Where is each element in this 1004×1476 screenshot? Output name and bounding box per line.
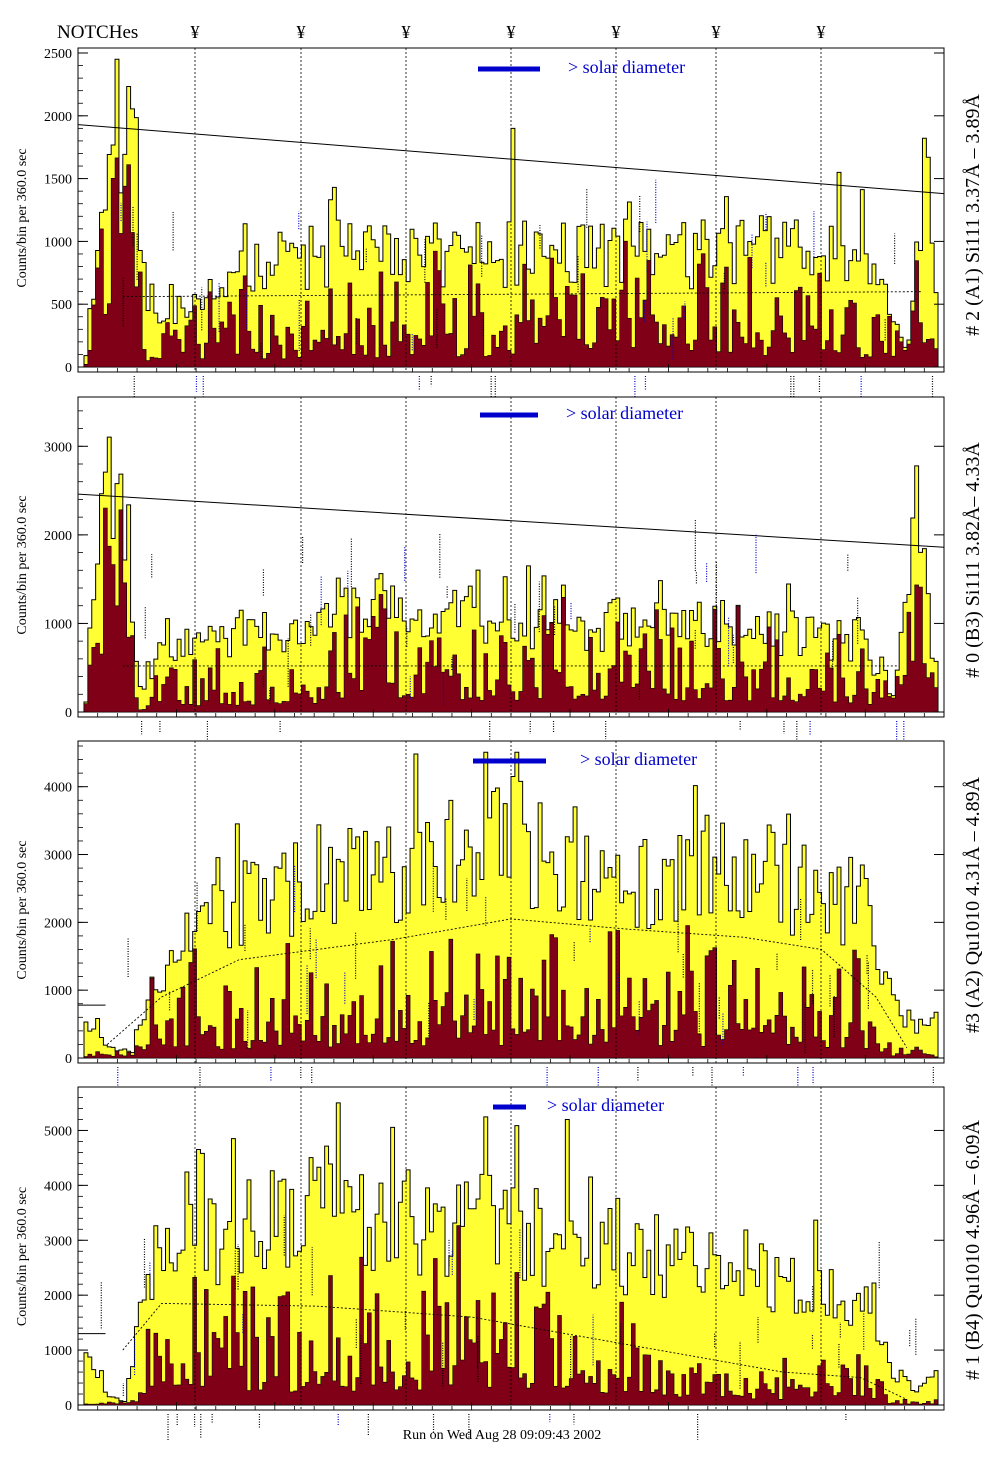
legend-text: > solar diameter <box>566 403 683 423</box>
y-tick-label: 500 <box>51 298 72 313</box>
y-tick-label: 2500 <box>44 47 72 62</box>
y-axis-label: Counts/bin per 360.0 sec <box>15 495 30 634</box>
y-tick-label: 1500 <box>44 173 72 188</box>
y-tick-label: 1000 <box>44 235 72 250</box>
y-tick-label: 4000 <box>44 1179 72 1194</box>
y-tick-label: 0 <box>65 361 72 376</box>
notch-marker-7: ¥ <box>817 22 826 42</box>
y-tick-label: 0 <box>65 706 72 721</box>
y-axis-label: Counts/bin per 360.0 sec <box>15 148 30 287</box>
panel-label: # 1 (B4) Qu1010 4.96Å – 6.09Å <box>962 1119 984 1380</box>
panels: 0 500 1000 1500 2000 2500 Counts/bin per 360.0… <box>15 47 984 1441</box>
average-dotted-line <box>106 918 908 1049</box>
notch-marker-5: ¥ <box>612 22 621 42</box>
maroon-histogram <box>83 925 939 1059</box>
notch-marker-6: ¥ <box>712 22 721 42</box>
panel-label: # 2 (A1) Si111 3.37Å – 3.89Å <box>962 94 984 336</box>
y-tick-label: 0 <box>65 1399 72 1414</box>
y-tick-label: 5000 <box>44 1124 72 1139</box>
y-tick-label: 1000 <box>44 1344 72 1359</box>
y-axis-label: Counts/bin per 360.0 sec <box>15 840 30 979</box>
y-tick-label: 3000 <box>44 849 72 864</box>
y-tick-label: 2000 <box>44 916 72 931</box>
y-tick-label: 4000 <box>44 781 72 796</box>
legend-text: > solar diameter <box>580 749 697 769</box>
average-dotted-line <box>122 291 923 298</box>
trend-line <box>77 124 945 195</box>
notch-markers: ¥ ¥ ¥ ¥ ¥ ¥ ¥ <box>191 22 826 42</box>
y-tick-label: 3000 <box>44 1234 72 1249</box>
y-tick-label: 0 <box>65 1052 72 1067</box>
y-tick-label: 1000 <box>44 984 72 999</box>
legend-text: > solar diameter <box>568 57 685 77</box>
trend-line <box>77 493 945 548</box>
chart-panel-4: 0 1000 2000 3000 4000 5000 Counts/bin per 360.… <box>15 1086 984 1441</box>
legend-text: > solar diameter <box>547 1095 664 1115</box>
notch-marker-2: ¥ <box>297 22 306 42</box>
y-tick-label: 2000 <box>44 529 72 544</box>
maroon-histogram <box>83 507 939 713</box>
y-axis-label: Counts/bin per 360.0 sec <box>15 1187 30 1326</box>
notch-marker-4: ¥ <box>507 22 516 42</box>
chart-panel-1: 0 500 1000 1500 2000 2500 Counts/bin per 360.0… <box>15 47 984 406</box>
panel-label: # 0 (B3) Si111 3.82Å– 4.33Å <box>962 442 984 678</box>
y-tick-label: 2000 <box>44 1289 72 1304</box>
run-timestamp: Run on Wed Aug 28 09:09:43 2002 <box>402 1428 602 1443</box>
chart-panel-3: 0 1000 2000 3000 4000 Counts/bin per 360.0 se… <box>15 740 984 1095</box>
y-tick-label: 1000 <box>44 617 72 632</box>
notches-label: NOTCHes <box>57 22 138 43</box>
notch-marker-3: ¥ <box>402 22 411 42</box>
y-tick-label: 2000 <box>44 110 72 125</box>
y-tick-label: 3000 <box>44 440 72 455</box>
chart-panel-2: 0 1000 2000 3000 Counts/bin per 360.0 sec > s… <box>15 396 984 747</box>
panel-label: #3 (A2) Qu1010 4.31Å – 4.89Å <box>962 776 984 1033</box>
notch-marker-1: ¥ <box>191 22 200 42</box>
